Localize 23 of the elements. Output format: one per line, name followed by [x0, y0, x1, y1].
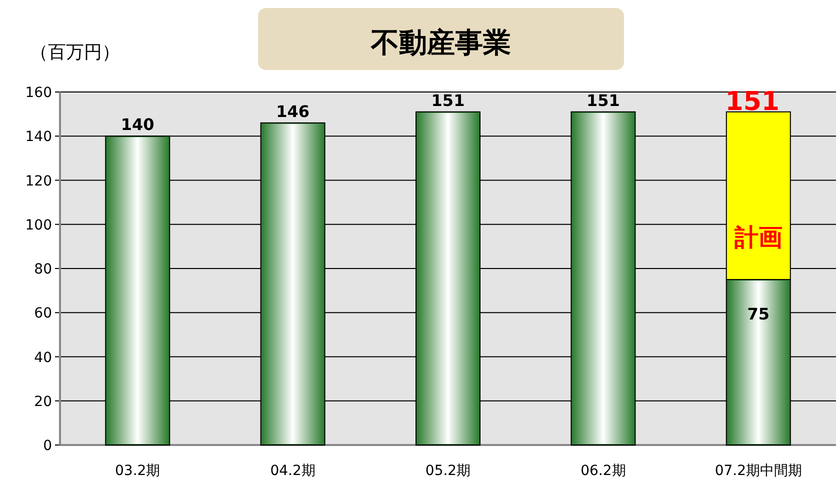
y-tick-label: 120: [25, 173, 52, 190]
y-tick-label: 100: [25, 217, 52, 234]
y-tick-label: 40: [34, 350, 52, 366]
data-label: 151: [586, 90, 620, 110]
x-tick-label: 07.2期中間期: [714, 463, 802, 479]
y-tick-label: 20: [34, 394, 52, 410]
data-label: 146: [276, 102, 310, 121]
y-tick-label: 160: [25, 85, 52, 101]
total-label: 151: [725, 86, 780, 117]
x-tick-label: 04.2期: [270, 463, 316, 479]
x-tick-label: 06.2期: [580, 463, 626, 479]
y-tick-label: 60: [34, 306, 52, 322]
y-tick-label: 140: [25, 129, 52, 146]
data-label: 140: [120, 115, 154, 134]
chart-title: 不動産事業: [370, 26, 511, 59]
y-axis-title: （百万円）: [30, 42, 120, 63]
y-tick-label: 0: [43, 438, 52, 454]
data-label: 151: [431, 90, 465, 110]
y-tick-label: 80: [34, 262, 52, 278]
series-label: 計画: [733, 224, 782, 252]
x-tick-label: 03.2期: [115, 463, 160, 479]
data-label: 75: [747, 304, 770, 324]
x-tick-label: 05.2期: [425, 463, 471, 479]
